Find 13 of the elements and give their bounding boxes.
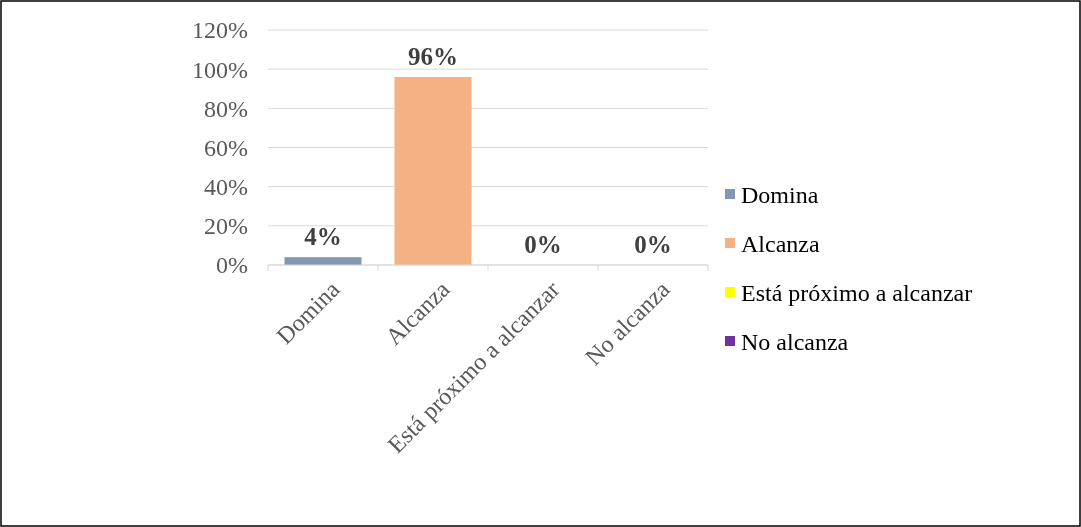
y-tick-label: 120% (192, 17, 248, 44)
y-tick-label: 60% (204, 134, 248, 161)
y-tick-label: 40% (204, 174, 248, 201)
data-label: 0% (634, 231, 672, 258)
data-label: 4% (304, 223, 342, 251)
data-label: 0% (524, 231, 562, 258)
data-label: 96% (408, 43, 458, 70)
y-tick-label: 0% (216, 252, 248, 279)
legend-label: Alcanza (741, 231, 820, 258)
y-tick-label: 100% (192, 56, 248, 83)
y-tick-label: 20% (204, 213, 248, 240)
y-tick-label: 80% (204, 95, 248, 122)
legend-label: Domina (741, 182, 819, 209)
